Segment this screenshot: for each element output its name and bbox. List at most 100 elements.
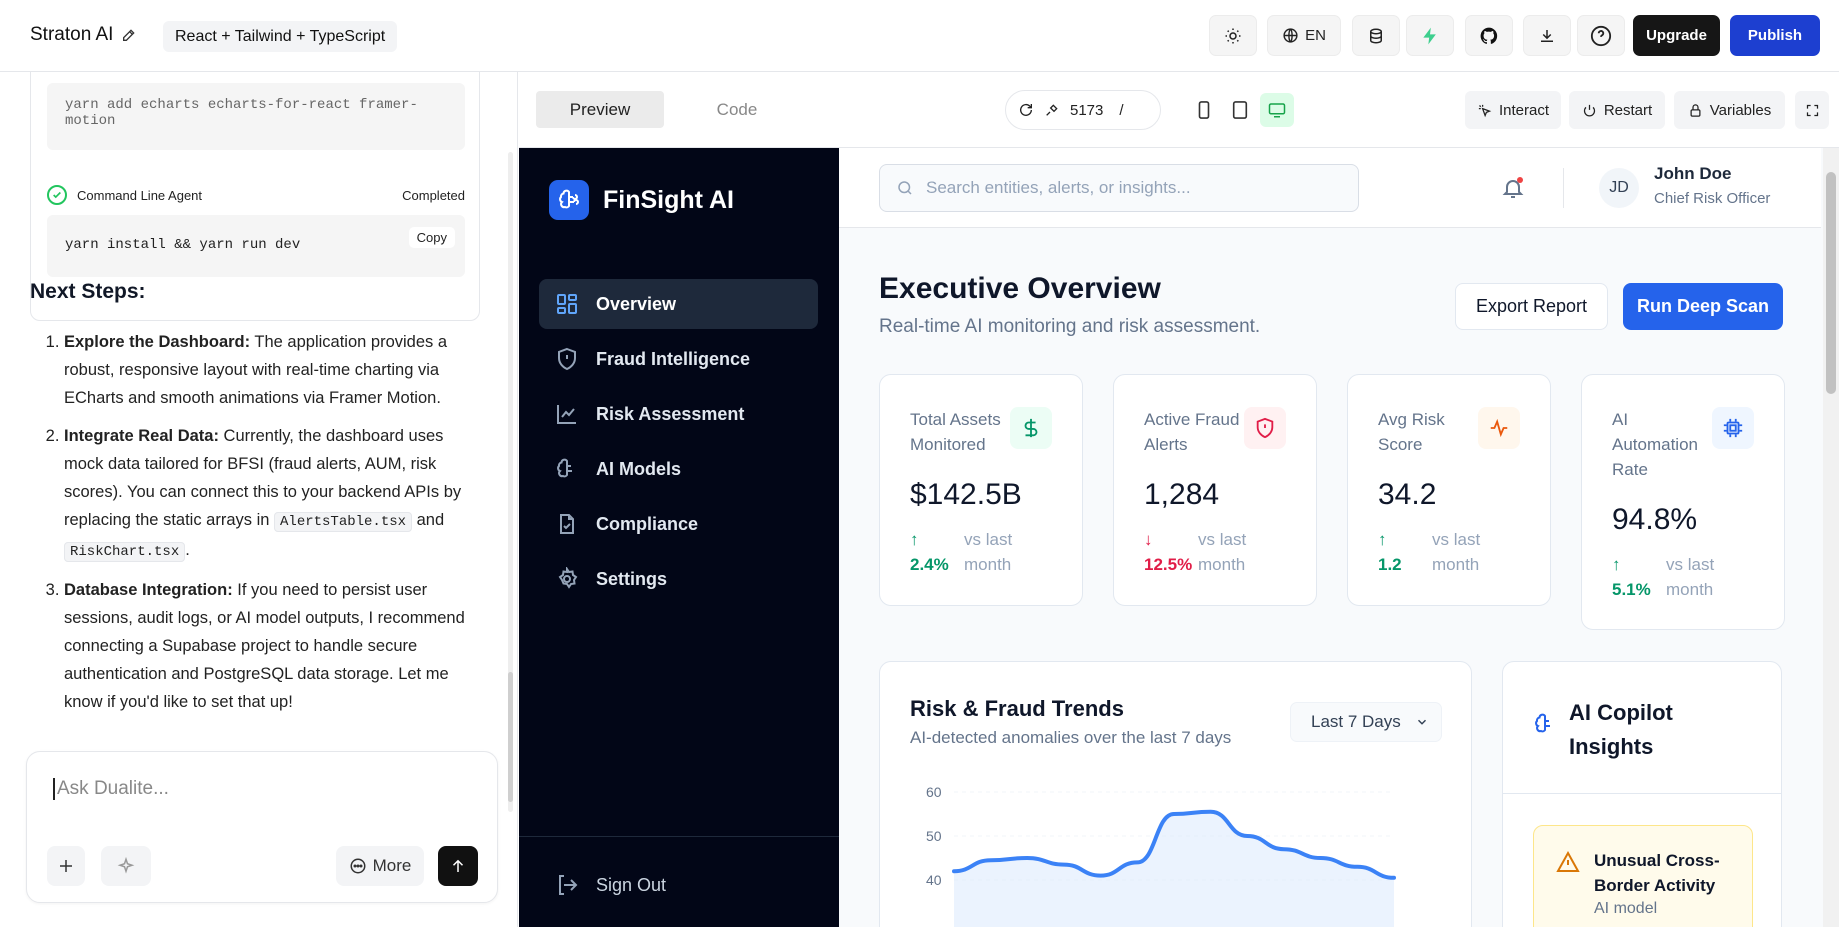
- kpi-card-automation-rate: AI Automation Rate 94.8% ↑ 5.1% vs last m…: [1581, 374, 1785, 630]
- sidebar-item-label: Overview: [596, 293, 677, 314]
- enhance-prompt-button[interactable]: [101, 846, 151, 886]
- arrow-up-icon: [449, 857, 467, 875]
- database-icon: [1367, 27, 1385, 45]
- tab-code[interactable]: Code: [716, 99, 758, 119]
- date-range-select[interactable]: Last 7 Days: [1290, 702, 1442, 742]
- sidebar-item-risk-assessment[interactable]: Risk Assessment: [539, 389, 818, 439]
- preview-panel: Preview Code 5173 / Interact Restart Var…: [519, 72, 1839, 927]
- user-role: Chief Risk Officer: [1654, 190, 1771, 207]
- refresh-icon[interactable]: [1018, 102, 1034, 118]
- project-title[interactable]: Straton AI: [30, 24, 137, 46]
- scrollbar-thumb[interactable]: [1826, 172, 1836, 394]
- insights-title: AI Copilot Insights: [1569, 700, 1673, 759]
- risk-trend-chart-card: Risk & Fraud Trends AI-detected anomalie…: [879, 661, 1472, 927]
- kpi-delta-value: 1.2: [1378, 555, 1402, 574]
- scrollbar-thumb[interactable]: [508, 672, 513, 802]
- upgrade-button[interactable]: Upgrade: [1633, 15, 1720, 56]
- interact-button[interactable]: Interact: [1465, 91, 1561, 129]
- insight-alert-body: AI model: [1594, 900, 1658, 917]
- github-button[interactable]: [1465, 15, 1513, 56]
- command-text: yarn install && yarn run dev: [65, 237, 301, 253]
- app-header: Search entities, alerts, or insights... …: [839, 148, 1821, 228]
- app-logo[interactable]: FinSight AI: [549, 180, 734, 220]
- next-steps-title: Next Steps:: [30, 280, 146, 303]
- message-composer[interactable]: Ask Dualite... More: [26, 751, 498, 903]
- composer-input[interactable]: Ask Dualite...: [53, 778, 169, 800]
- plug-icon: [1044, 102, 1060, 118]
- user-name: John Doe: [1654, 164, 1732, 183]
- trend-up-icon: ↑: [1612, 555, 1621, 574]
- copy-button[interactable]: Copy: [408, 227, 455, 248]
- step-text: and: [412, 511, 445, 529]
- inline-code: RiskChart.tsx: [64, 542, 186, 562]
- cpu-icon: [1712, 407, 1754, 449]
- sidebar-item-label: Compliance: [596, 513, 699, 534]
- supabase-button[interactable]: [1406, 15, 1454, 56]
- download-button[interactable]: [1523, 15, 1571, 56]
- chart-series-line: [952, 809, 1396, 880]
- pencil-icon[interactable]: [121, 27, 137, 43]
- sidebar-item-settings[interactable]: Settings: [539, 554, 818, 604]
- run-deep-scan-button[interactable]: Run Deep Scan: [1623, 283, 1783, 330]
- database-button[interactable]: [1352, 15, 1400, 56]
- avatar[interactable]: JD: [1599, 168, 1639, 208]
- kpi-value: $142.5B: [910, 478, 1022, 511]
- kpi-value: 94.8%: [1612, 503, 1698, 536]
- help-button[interactable]: [1577, 15, 1625, 56]
- chat-scrollbar[interactable]: [508, 152, 513, 812]
- sign-out-label: Sign Out: [596, 874, 667, 895]
- chevron-down-icon: [1415, 715, 1429, 729]
- language-button[interactable]: EN: [1267, 15, 1341, 56]
- command-block: yarn install && yarn run dev Copy: [47, 215, 465, 277]
- variables-button[interactable]: Variables: [1674, 91, 1785, 129]
- add-attachment-button[interactable]: [47, 846, 85, 886]
- app-preview-frame: FinSight AI Overview Fraud Intelligence …: [519, 148, 1839, 927]
- sidebar-item-overview[interactable]: Overview: [539, 279, 818, 329]
- sidebar-item-fraud-intelligence[interactable]: Fraud Intelligence: [539, 334, 818, 384]
- search-input[interactable]: Search entities, alerts, or insights...: [879, 164, 1359, 212]
- mobile-view-button[interactable]: [1187, 93, 1221, 127]
- warning-triangle-icon: [1556, 850, 1580, 874]
- trend-up-icon: ↑: [1378, 530, 1387, 549]
- send-button[interactable]: [438, 846, 478, 886]
- shield-alert-icon: [555, 347, 579, 371]
- phone-icon: [1197, 101, 1211, 119]
- step-text: If you need to persist user sessions, au…: [64, 581, 465, 711]
- step-title: Database Integration:: [64, 581, 233, 599]
- chart-title: Risk & Fraud Trends: [910, 696, 1124, 721]
- kpi-value: 1,284: [1144, 478, 1220, 511]
- lightning-icon: [1420, 26, 1440, 46]
- tab-preview[interactable]: Preview: [536, 91, 664, 128]
- fullscreen-button[interactable]: [1795, 91, 1829, 129]
- theme-toggle-button[interactable]: [1209, 15, 1257, 56]
- insight-alert[interactable]: Unusual Cross-Border Activity AI model: [1533, 825, 1753, 927]
- cursor-click-icon: [1477, 103, 1492, 118]
- more-button[interactable]: More: [336, 846, 424, 886]
- agent-status-row: Command Line Agent Completed: [47, 185, 465, 205]
- kpi-delta: ↑ 5.1%: [1612, 552, 1662, 602]
- tablet-view-button[interactable]: [1223, 93, 1257, 127]
- kpi-label: AI Automation Rate: [1612, 410, 1698, 479]
- agent-name: Command Line Agent: [77, 187, 203, 203]
- sidebar-item-ai-models[interactable]: AI Models: [539, 444, 818, 494]
- app-main: Search entities, alerts, or insights... …: [839, 148, 1839, 927]
- trend-up-icon: ↑: [910, 530, 919, 549]
- export-report-button[interactable]: Export Report: [1455, 283, 1608, 330]
- step-title: Explore the Dashboard:: [64, 333, 251, 351]
- sign-out-button[interactable]: Sign Out: [539, 860, 818, 910]
- shield-alert-icon: [1244, 407, 1286, 449]
- notifications-button[interactable]: [1501, 176, 1525, 200]
- dollar-icon: [1010, 407, 1052, 449]
- publish-button[interactable]: Publish: [1730, 15, 1820, 56]
- restart-button[interactable]: Restart: [1569, 91, 1665, 129]
- language-label: EN: [1305, 27, 1326, 44]
- preview-scrollbar[interactable]: [1823, 148, 1839, 927]
- previous-command-block: yarn add echarts echarts-for-react frame…: [47, 83, 465, 150]
- preview-address-bar[interactable]: 5173 /: [1005, 90, 1161, 130]
- kpi-label: Active Fraud Alerts: [1144, 410, 1240, 454]
- chart-subtitle: AI-detected anomalies over the last 7 da…: [910, 728, 1232, 747]
- previous-command: yarn add echarts echarts-for-react frame…: [65, 97, 418, 129]
- y-tick-label: 40: [926, 872, 942, 888]
- sidebar-item-compliance[interactable]: Compliance: [539, 499, 818, 549]
- desktop-view-button[interactable]: [1260, 93, 1294, 127]
